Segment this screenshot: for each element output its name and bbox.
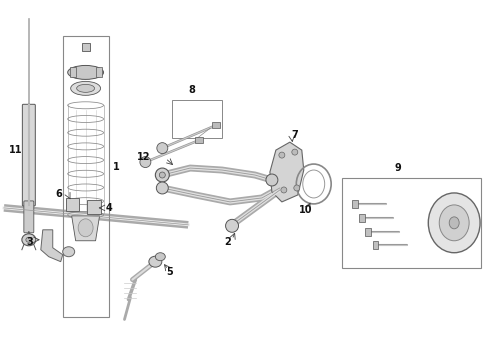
Bar [172,100,222,138]
Bar [87,200,100,214]
Polygon shape [41,230,63,262]
Ellipse shape [26,237,32,242]
Ellipse shape [155,253,165,261]
Bar [342,178,481,268]
Bar [66,198,78,211]
Text: 3: 3 [26,237,33,247]
Text: 6: 6 [55,189,62,199]
Text: 11: 11 [9,145,23,155]
Text: 5: 5 [166,267,173,276]
Text: 12: 12 [137,152,150,162]
Text: 1: 1 [113,162,119,172]
Polygon shape [72,216,99,241]
Ellipse shape [63,247,74,257]
Text: 7: 7 [292,130,298,140]
Text: 2: 2 [225,237,231,247]
Bar [70,67,75,77]
Bar [365,228,370,236]
Ellipse shape [155,168,169,182]
Bar [352,200,358,208]
Bar [195,137,203,143]
Text: 4: 4 [105,203,112,213]
Ellipse shape [156,182,168,194]
FancyBboxPatch shape [24,201,34,233]
Ellipse shape [281,187,287,193]
Ellipse shape [68,66,103,80]
Ellipse shape [71,81,100,95]
Ellipse shape [439,205,469,241]
Ellipse shape [279,152,285,158]
Ellipse shape [292,149,298,155]
FancyBboxPatch shape [23,104,35,206]
Bar [96,67,101,77]
Ellipse shape [149,256,162,267]
Ellipse shape [225,219,239,232]
Ellipse shape [78,219,93,237]
Ellipse shape [140,157,151,167]
Ellipse shape [22,234,36,246]
Ellipse shape [294,185,300,191]
Ellipse shape [159,172,165,178]
Bar [82,42,90,50]
Polygon shape [270,142,304,202]
Ellipse shape [266,174,278,186]
Ellipse shape [76,84,95,92]
Text: 9: 9 [394,163,401,173]
Bar [372,241,378,249]
Text: 10: 10 [299,205,313,215]
Text: 8: 8 [189,85,196,95]
Ellipse shape [428,193,480,253]
Bar [63,36,108,318]
Bar [359,214,365,222]
Ellipse shape [157,143,168,154]
Ellipse shape [449,217,459,229]
Bar [212,122,220,128]
